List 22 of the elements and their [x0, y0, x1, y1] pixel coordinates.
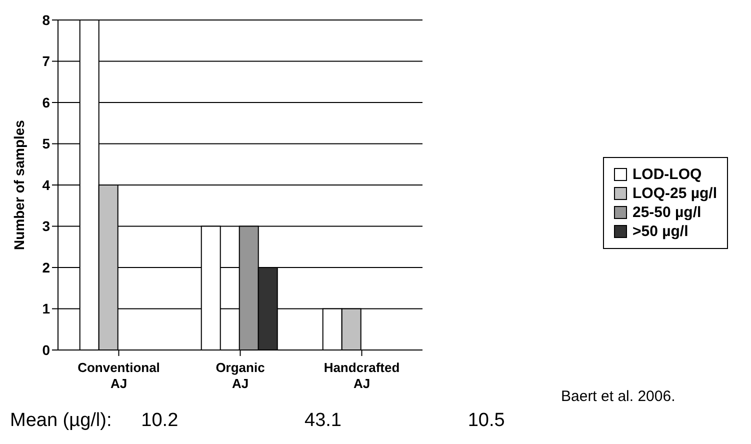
legend-label: LOD-LOQ [632, 166, 702, 183]
y-tick-label: 8 [42, 12, 50, 28]
x-tick-label: Organic AJ [216, 360, 265, 391]
y-tick-label: 5 [42, 136, 50, 152]
text: Mean (µg/l): [10, 410, 112, 432]
legend-label: 25-50 µg/l [632, 204, 702, 221]
y-tick-label: 0 [42, 342, 50, 358]
y-tick-label: 2 [42, 259, 50, 276]
y-tick-label: 7 [42, 53, 50, 70]
text: 10.5 [466, 410, 506, 432]
y-axis-title: Number of samples [10, 120, 27, 250]
legend-label: >50 µg/l [632, 223, 688, 240]
text: 10.2 [140, 410, 180, 432]
text: 43.1 [304, 410, 342, 432]
x-tick-label: Conventional AJ [78, 360, 160, 391]
y-tick-label: 4 [42, 176, 50, 193]
y-tick-label: 1 [42, 300, 50, 317]
text: Baert et al. 2006. [561, 388, 676, 405]
legend-label: LOQ-25 µg/l [632, 185, 717, 202]
y-tick-label: 3 [42, 218, 50, 234]
y-tick-label: 6 [42, 94, 50, 110]
x-tick-label: Handcrafted AJ [324, 360, 400, 391]
